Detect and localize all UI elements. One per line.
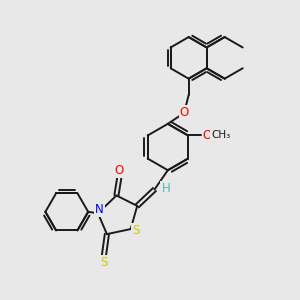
Text: O: O xyxy=(202,129,212,142)
Text: S: S xyxy=(100,256,108,268)
Text: H: H xyxy=(161,182,170,194)
Text: N: N xyxy=(95,203,104,216)
Text: CH₃: CH₃ xyxy=(211,130,230,140)
Text: O: O xyxy=(115,164,124,177)
Text: O: O xyxy=(180,106,189,119)
Text: S: S xyxy=(132,224,140,237)
